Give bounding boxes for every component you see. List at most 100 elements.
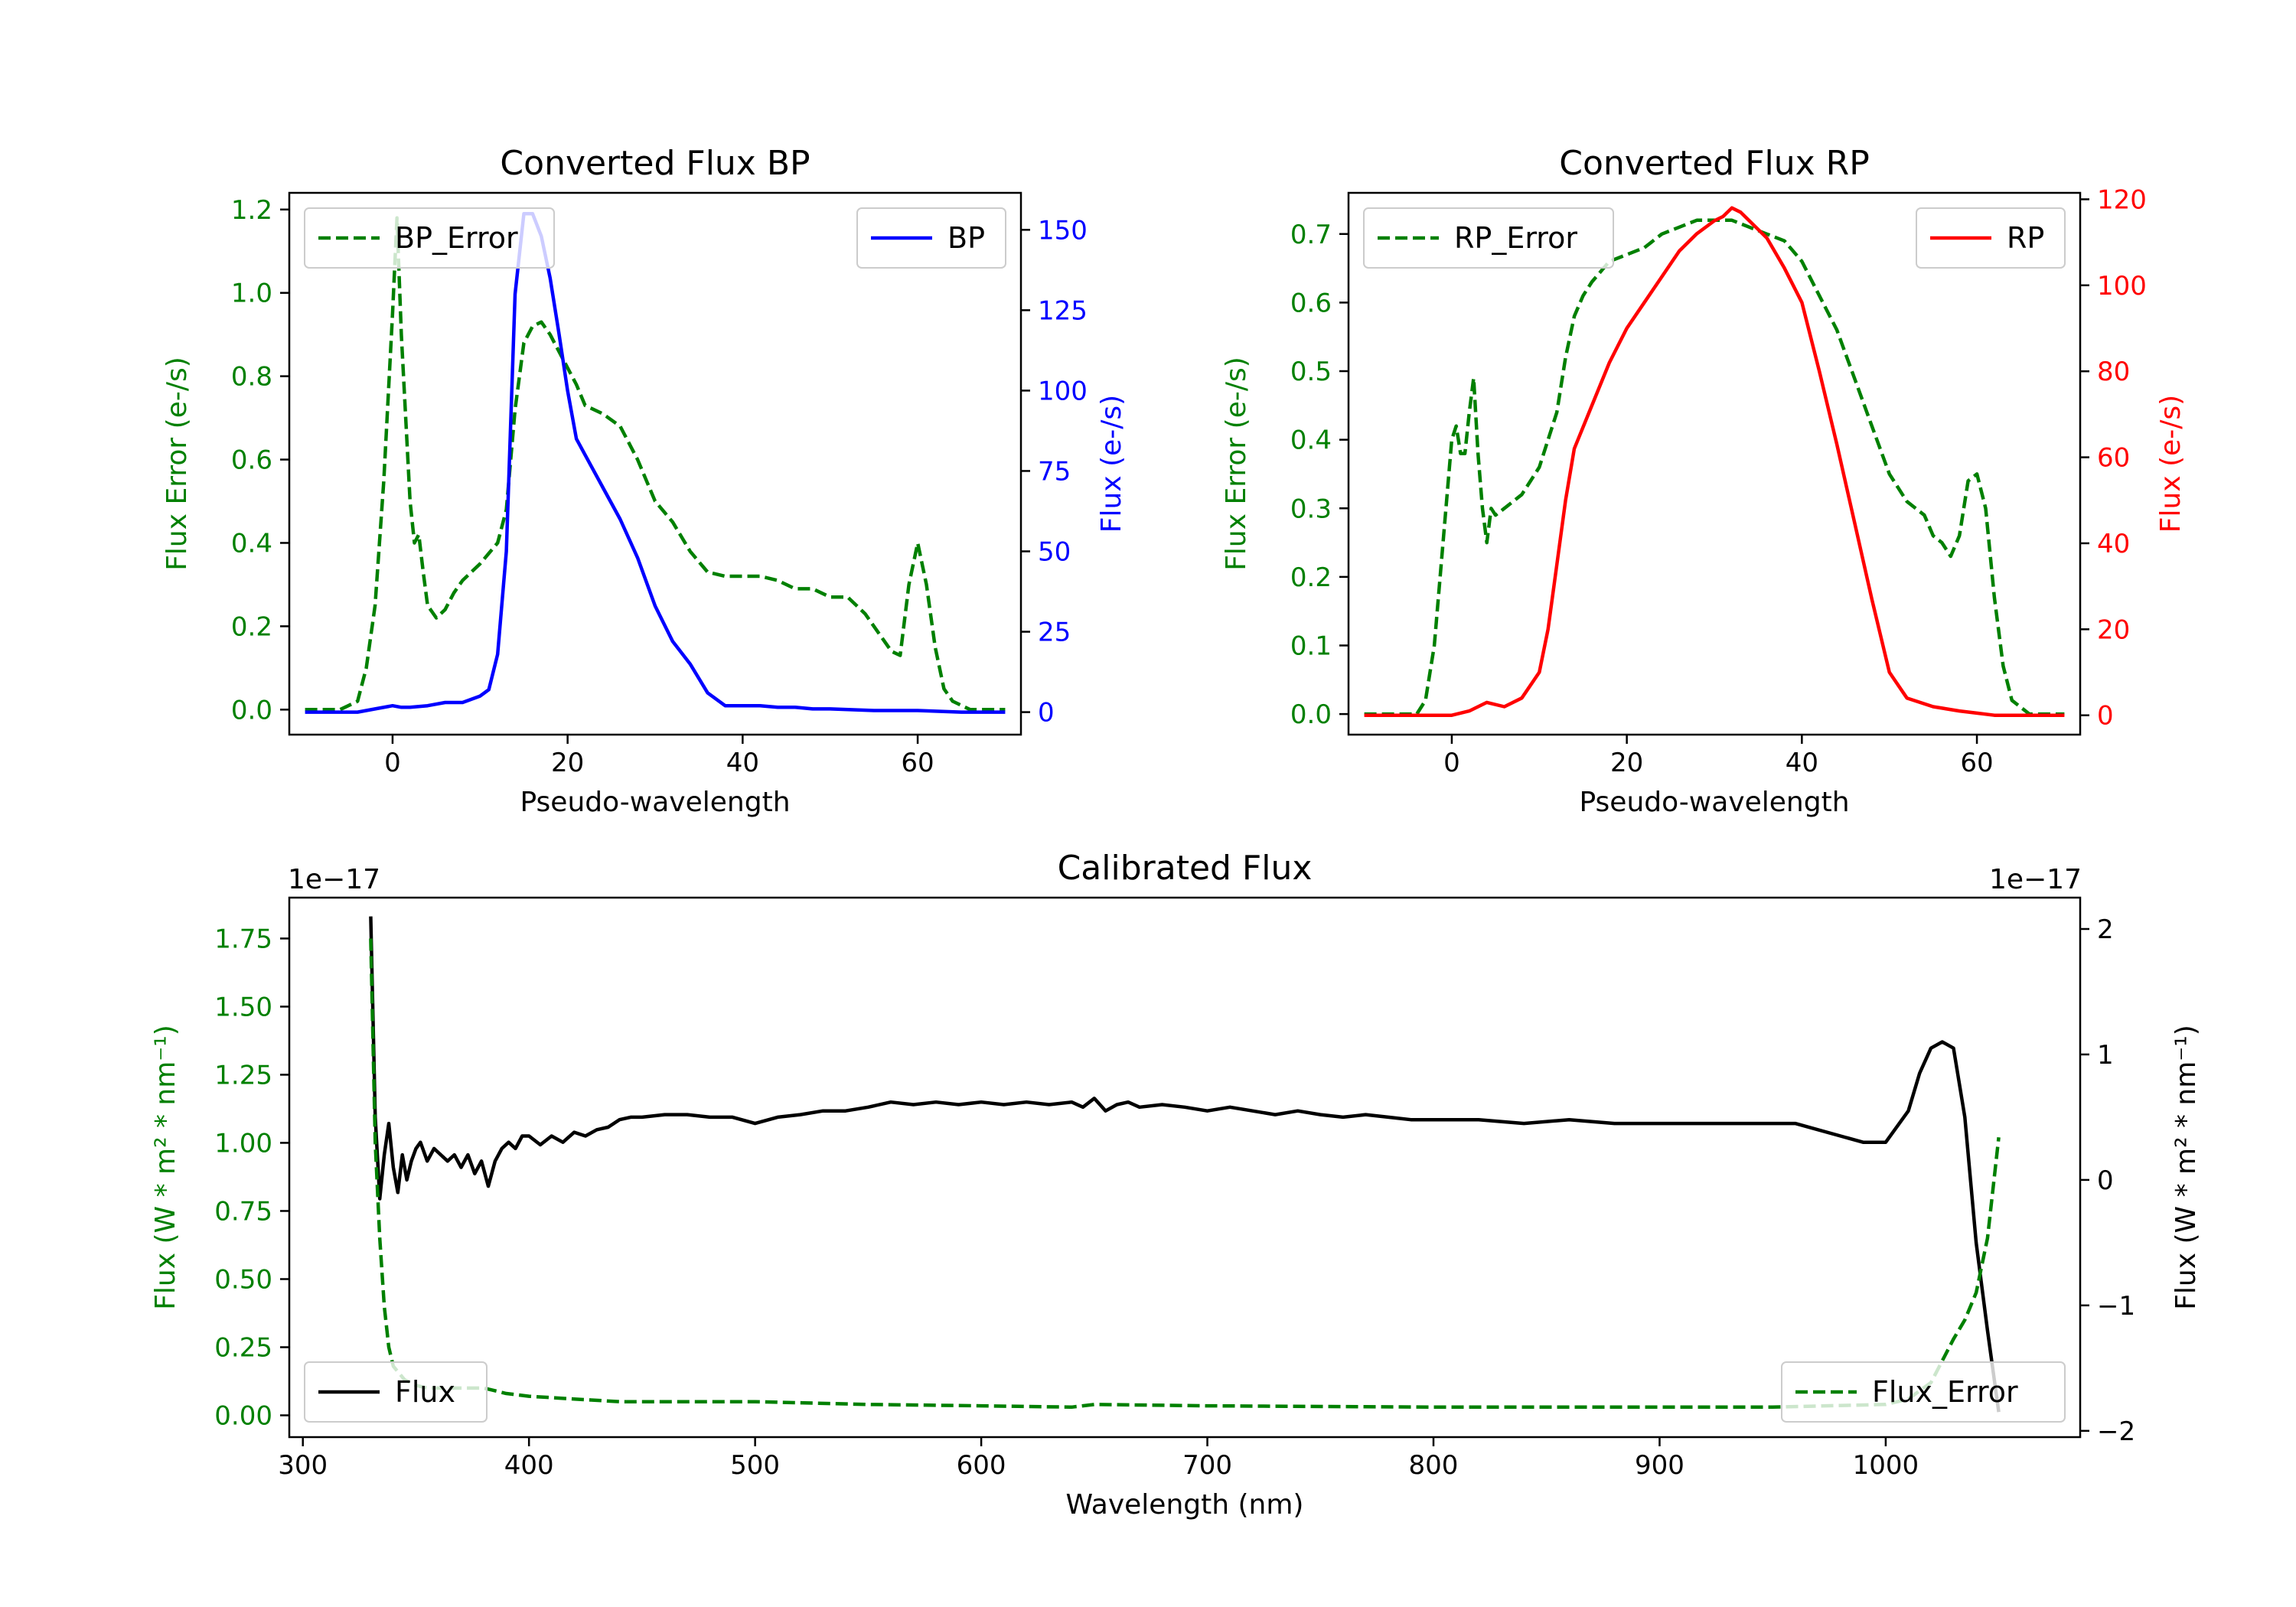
y-right-tick-label: 20 <box>2097 614 2130 645</box>
y-right-tick-label: 100 <box>1038 376 1088 406</box>
x-axis-label: Pseudo-wavelength <box>1579 787 1849 818</box>
legend-flux-error: Flux_Error <box>1781 1361 2066 1423</box>
y-left-tick-label: 0.4 <box>231 528 272 559</box>
series-line-bp-error <box>305 216 1006 712</box>
legend-box <box>304 1361 488 1423</box>
chart-3: 300 400 500 600 700 800 900 1000 0.00 0.25 0.50 0.7… <box>150 849 2202 1521</box>
x-tick-label: 20 <box>1610 748 1643 778</box>
y-right-tick-label: 150 <box>1038 215 1088 246</box>
legend-label: RP_Error <box>1454 221 1577 255</box>
chart-title: Calibrated Flux <box>1058 849 1313 888</box>
y-right-tick-label: 2 <box>2097 914 2114 945</box>
y-left-tick-label: 0.50 <box>214 1264 272 1295</box>
y-left-tick-label: 0.8 <box>231 362 272 393</box>
x-axis-label: Pseudo-wavelength <box>520 787 790 818</box>
plot-frame <box>288 191 1022 736</box>
plot-frame <box>1347 191 2082 736</box>
series-line-rp <box>1364 206 2065 717</box>
y-right-offset-text: 1e−17 <box>1989 864 2082 895</box>
y-left-tick-label: 0.0 <box>231 695 272 725</box>
legend-label: Flux_Error <box>1872 1375 2018 1409</box>
x-tick-label: 0 <box>384 748 401 778</box>
y-left-tick-label: 0.25 <box>214 1333 272 1364</box>
y-right-tick-label: 80 <box>2097 357 2130 387</box>
legend-box <box>1363 207 1614 269</box>
x-tick-label: 40 <box>1786 748 1818 778</box>
x-axis-label: Wavelength (nm) <box>1066 1489 1304 1521</box>
legend-label: Flux <box>395 1375 455 1409</box>
y-left-tick-label: 0.75 <box>214 1196 272 1227</box>
y-right-tick-label: −1 <box>2097 1291 2135 1322</box>
legend-label: RP <box>2007 221 2044 255</box>
series-line-flux-error <box>369 938 2001 1410</box>
x-tick-label: 40 <box>726 748 759 778</box>
y-right-axis-label: Flux (e-/s) <box>2155 395 2187 533</box>
y-left-tick-label: 0.6 <box>1290 288 1332 318</box>
y-left-tick-label: 0.5 <box>1290 357 1332 387</box>
legend-box <box>1781 1361 2066 1423</box>
y-left-tick-label: 0.0 <box>1290 699 1332 730</box>
x-tick-label: 60 <box>901 748 934 778</box>
legend-bp: BP <box>856 207 1006 269</box>
y-right-tick-label: 25 <box>1038 618 1071 648</box>
x-tick-label: 600 <box>957 1450 1006 1481</box>
y-left-tick-label: 1.25 <box>214 1060 272 1090</box>
y-left-tick-label: 1.2 <box>231 195 272 226</box>
x-tick-label: 900 <box>1635 1450 1684 1481</box>
x-tick-label: 0 <box>1443 748 1460 778</box>
y-left-tick-label: 0.2 <box>231 611 272 642</box>
y-left-axis-label: Flux Error (e-/s) <box>161 357 193 571</box>
y-right-tick-label: 100 <box>2097 271 2147 302</box>
x-tick-label: 300 <box>278 1450 328 1481</box>
legend-box <box>304 207 555 269</box>
legend-rp-error: RP_Error <box>1363 207 1614 269</box>
legend-rp: RP <box>1916 207 2066 269</box>
y-right-tick-label: 1 <box>2097 1040 2114 1071</box>
x-tick-label: 1000 <box>1853 1450 1919 1481</box>
y-left-tick-label: 0.3 <box>1290 494 1332 524</box>
x-tick-label: 500 <box>730 1450 780 1481</box>
y-left-tick-label: 1.00 <box>214 1128 272 1159</box>
plot-frame <box>288 896 2082 1439</box>
y-right-tick-label: 120 <box>2097 184 2147 215</box>
x-tick-label: 700 <box>1182 1450 1232 1481</box>
y-left-tick-label: 1.50 <box>214 992 272 1022</box>
x-tick-label: 20 <box>551 748 584 778</box>
y-left-axis-label: Flux (W * m² * nm⁻¹) <box>150 1025 181 1310</box>
x-tick-label: 800 <box>1409 1450 1459 1481</box>
y-left-tick-label: 0.00 <box>214 1401 272 1432</box>
y-right-tick-label: 0 <box>2097 1165 2114 1196</box>
y-right-axis-label: Flux (e-/s) <box>1096 395 1127 533</box>
x-tick-label: 400 <box>504 1450 554 1481</box>
y-right-tick-label: 50 <box>1038 536 1071 567</box>
y-left-tick-label: 0.4 <box>1290 425 1332 456</box>
chart-1: 0 20 40 60 0.0 0.2 0.4 0.6 0.8 1.0 1.2 0 25 50 75 100 12… <box>161 144 1127 818</box>
y-right-tick-label: 75 <box>1038 456 1071 487</box>
x-tick-label: 60 <box>1960 748 1993 778</box>
chart-2: 0 20 40 60 0.0 0.1 0.2 0.3 0.4 0.5 0.6 0.7 0 20 40 60 80… <box>1221 144 2187 818</box>
y-left-tick-label: 1.75 <box>214 924 272 954</box>
legend-flux: Flux <box>304 1361 488 1423</box>
y-left-tick-label: 0.2 <box>1290 562 1332 593</box>
y-right-tick-label: 125 <box>1038 295 1088 326</box>
chart-title: Converted Flux BP <box>500 144 810 183</box>
y-right-tick-label: 0 <box>1038 698 1055 729</box>
legend-label: BP <box>947 221 985 255</box>
y-left-tick-label: 0.7 <box>1290 220 1332 250</box>
series-line-rp-error <box>1364 218 2065 716</box>
legend-label: BP_Error <box>395 221 518 255</box>
legend-bp-error: BP_Error <box>304 207 555 269</box>
y-left-tick-label: 0.1 <box>1290 631 1332 661</box>
y-right-tick-label: 40 <box>2097 529 2130 559</box>
y-right-axis-label: Flux (W * m² * nm⁻¹) <box>2170 1025 2202 1310</box>
y-right-tick-label: 0 <box>2097 701 2114 732</box>
y-left-axis-label: Flux Error (e-/s) <box>1221 357 1252 571</box>
y-right-tick-label: −2 <box>2097 1416 2135 1447</box>
series-line-bp <box>305 212 1006 714</box>
y-left-tick-label: 0.6 <box>231 445 272 476</box>
y-right-tick-label: 60 <box>2097 443 2130 474</box>
y-left-offset-text: 1e−17 <box>288 864 380 895</box>
series-line-flux <box>369 916 2001 1413</box>
y-left-tick-label: 1.0 <box>231 279 272 309</box>
